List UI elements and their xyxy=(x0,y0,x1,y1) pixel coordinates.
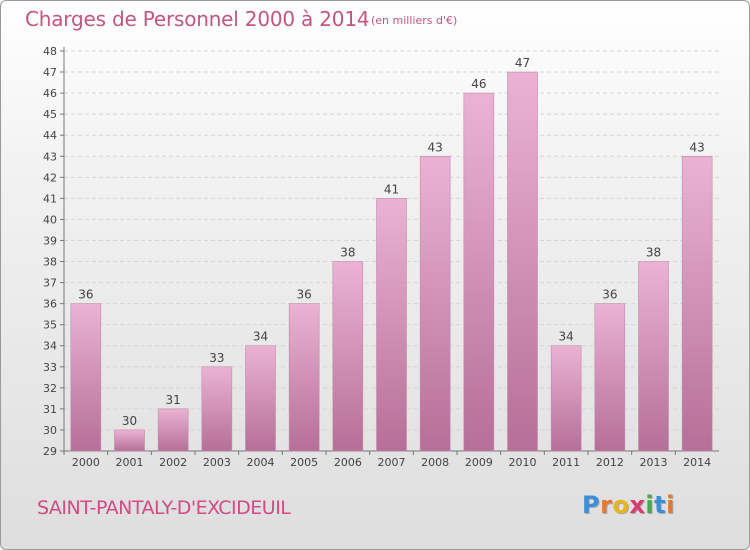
x-tick-label: 2009 xyxy=(465,456,493,469)
y-tick-label: 41 xyxy=(43,192,57,205)
commune-name: SAINT-PANTALY-D'EXCIDEUIL xyxy=(37,497,291,519)
bars xyxy=(70,71,713,452)
bar-2014 xyxy=(681,155,713,452)
bar-2002 xyxy=(157,408,189,452)
y-tick-label: 36 xyxy=(43,298,57,311)
x-tick-label: 2005 xyxy=(290,456,318,469)
y-tick-label: 37 xyxy=(43,277,57,290)
x-tick-label: 2012 xyxy=(596,456,624,469)
data-label: 33 xyxy=(209,351,224,365)
data-label: 47 xyxy=(515,56,530,70)
y-tick-label: 48 xyxy=(43,45,57,58)
x-tick-label: 2007 xyxy=(378,456,406,469)
y-tick-label: 35 xyxy=(43,319,57,332)
bar-2012 xyxy=(594,303,626,452)
logo-letter: i xyxy=(645,491,655,519)
data-label: 38 xyxy=(340,246,355,260)
data-label: 34 xyxy=(253,330,268,344)
bar-2006 xyxy=(332,261,364,452)
x-tick-label: 2002 xyxy=(159,456,187,469)
bar-2013 xyxy=(638,261,669,452)
bar-2003 xyxy=(201,366,233,452)
y-tick-label: 33 xyxy=(43,361,57,374)
logo-letter: x xyxy=(629,491,646,519)
y-tick-label: 34 xyxy=(43,340,57,353)
bar-2010 xyxy=(507,71,538,452)
bar-2004 xyxy=(245,345,276,452)
data-label: 36 xyxy=(297,288,312,302)
data-label: 43 xyxy=(428,140,443,154)
data-label: 46 xyxy=(471,77,486,91)
y-tick-label: 30 xyxy=(43,424,57,437)
data-label: 34 xyxy=(559,330,574,344)
x-tick-label: 2010 xyxy=(509,456,537,469)
logo-letter: P xyxy=(582,491,601,519)
data-label: 41 xyxy=(384,182,399,196)
data-label: 38 xyxy=(646,246,661,260)
x-tick-label: 2008 xyxy=(421,456,449,469)
x-tick-label: 2004 xyxy=(247,456,275,469)
chart-title: Charges de Personnel 2000 à 2014 xyxy=(25,7,370,31)
bar-2005 xyxy=(288,303,320,452)
y-tick-label: 32 xyxy=(43,382,57,395)
x-tick-label: 2011 xyxy=(552,456,580,469)
x-tick-label: 2001 xyxy=(116,456,144,469)
bar-2000 xyxy=(70,303,102,452)
tick-labels: 29 30 31 32 33 34 35 36 37 38 39 40 41 42 43 44 45 46 47 48… xyxy=(43,45,711,469)
bar-2009 xyxy=(463,92,495,452)
y-tick-label: 29 xyxy=(43,445,57,458)
data-label: 30 xyxy=(122,414,137,428)
x-tick-label: 2003 xyxy=(203,456,231,469)
bar-2007 xyxy=(376,198,407,452)
y-tick-label: 40 xyxy=(43,213,57,226)
bar-2001 xyxy=(114,429,145,452)
bar-2008 xyxy=(419,155,451,452)
proxiti-logo: Proxiti xyxy=(582,491,675,519)
chart-unit: (en milliers d'€) xyxy=(371,14,458,27)
logo-letter: r xyxy=(600,491,613,519)
y-tick-label: 38 xyxy=(43,256,57,269)
y-tick-label: 44 xyxy=(43,129,57,142)
x-tick-label: 2006 xyxy=(334,456,362,469)
y-tick-label: 47 xyxy=(43,66,57,79)
logo-letter: i xyxy=(666,491,675,519)
y-tick-label: 39 xyxy=(43,234,57,247)
data-label: 36 xyxy=(78,288,93,302)
data-labels: 36 30 31 33 34 36 38 41 43 46 47 34 36 38 43 xyxy=(78,56,705,428)
data-label: 43 xyxy=(690,140,705,154)
data-label: 36 xyxy=(602,288,617,302)
x-tick-label: 2000 xyxy=(72,456,100,469)
logo-letter: o xyxy=(612,491,630,519)
logo-letter: t xyxy=(654,491,667,519)
y-tick-label: 45 xyxy=(43,108,57,121)
data-label: 31 xyxy=(166,393,181,407)
y-tick-label: 43 xyxy=(43,150,57,163)
bar-2011 xyxy=(550,345,582,452)
y-tick-label: 31 xyxy=(43,403,57,416)
x-tick-label: 2013 xyxy=(640,456,668,469)
x-tick-label: 2014 xyxy=(683,456,711,469)
y-tick-label: 42 xyxy=(43,171,57,184)
y-tick-label: 46 xyxy=(43,87,57,100)
